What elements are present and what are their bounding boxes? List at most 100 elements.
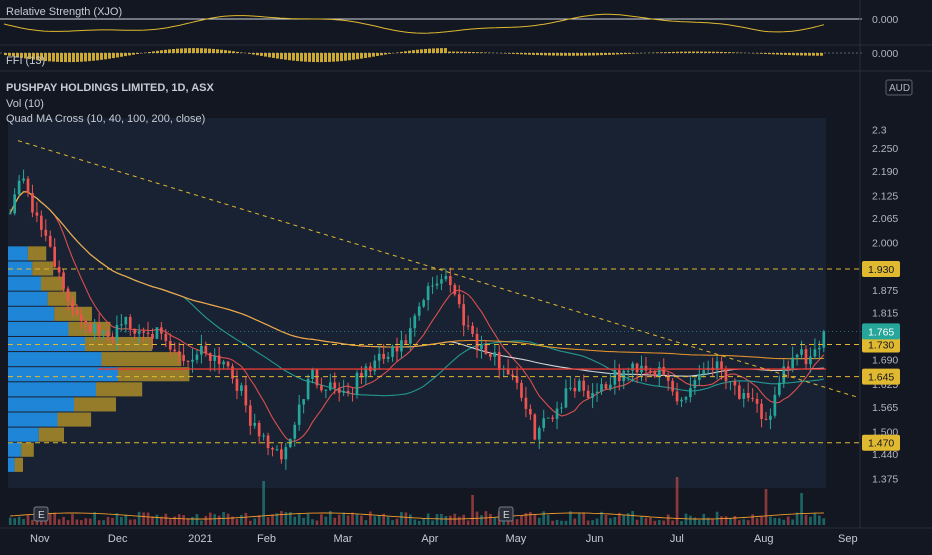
volume-average-line (10, 513, 824, 519)
candle (262, 435, 265, 436)
candle (769, 416, 772, 420)
ffi-bar (804, 53, 807, 56)
candle (645, 366, 648, 371)
volume-profile-bar (8, 397, 74, 411)
ffi-bar (176, 49, 179, 53)
ffi-bar (524, 53, 527, 55)
candle (409, 328, 412, 344)
candle (422, 300, 425, 306)
candle (569, 388, 572, 389)
volume-bar (440, 514, 443, 525)
volume-bar (734, 516, 737, 525)
candle (400, 340, 403, 351)
candle (40, 216, 43, 230)
candle (178, 351, 181, 355)
y-tick-label: 1.375 (872, 474, 898, 486)
ffi-bar (712, 52, 715, 53)
ffi-bar (260, 53, 263, 56)
candle (671, 381, 674, 392)
ffi-bar (600, 53, 603, 55)
ffi-bar (464, 52, 467, 53)
volume-bar (320, 514, 323, 525)
candle (778, 383, 781, 395)
candle (636, 364, 639, 373)
ffi-bar (104, 53, 107, 59)
candle (351, 393, 354, 394)
rs-value: 0.000 (872, 14, 898, 26)
candle (436, 284, 439, 286)
volume-bar (765, 489, 768, 525)
volume-profile-bar (8, 443, 21, 457)
ffi-bar (628, 53, 631, 54)
candle (36, 213, 39, 216)
ffi-bar (340, 53, 343, 61)
ffi-bar (252, 53, 255, 55)
candle (138, 332, 141, 334)
ffi-bar (180, 48, 183, 53)
volume-bar (142, 512, 145, 525)
volume-bar (542, 511, 545, 525)
candle (591, 393, 594, 398)
volume-bar (253, 518, 256, 525)
ffi-bar (388, 53, 391, 54)
volume-bar (293, 517, 296, 525)
candle (329, 382, 332, 389)
ffi-label[interactable]: FFI (13) (6, 55, 45, 67)
volume-profile-bar (8, 428, 39, 442)
volume-bar (267, 517, 270, 525)
volume-profile-bar (8, 352, 102, 366)
ffi-bar (360, 53, 363, 59)
ffi-bar (520, 53, 523, 54)
volume-bar (204, 516, 207, 525)
relative-strength-label[interactable]: Relative Strength (XJO) (6, 6, 122, 18)
vol-label[interactable]: Vol (10) (6, 98, 44, 110)
candle (378, 354, 381, 361)
volume-bar (133, 519, 136, 525)
volume-profile-bar (8, 322, 69, 336)
candle (565, 388, 568, 407)
candle (622, 371, 625, 381)
volume-bar (805, 515, 808, 525)
candle (116, 325, 119, 340)
volume-bar (13, 518, 16, 525)
ffi-bar (684, 52, 687, 53)
volume-bar (76, 519, 79, 525)
volume-bar (325, 517, 328, 525)
ffi-bar (148, 52, 151, 53)
volume-bar (373, 516, 376, 525)
volume-profile-bar (8, 458, 15, 472)
volume-bar (342, 513, 345, 525)
volume-bar (547, 515, 550, 525)
ffi-bar (416, 50, 419, 53)
volume-bar (631, 511, 634, 525)
y-tick-label: 2.250 (872, 143, 898, 155)
ffi-bar (564, 53, 567, 56)
ffi-bar (220, 50, 223, 53)
ffi-bar (88, 53, 91, 61)
ma-label[interactable]: Quad MA Cross (10, 40, 100, 200, close) (6, 113, 205, 125)
symbol-title[interactable]: PUSHPAY HOLDINGS LIMITED, 1D, ASX (6, 82, 214, 94)
volume-bar (565, 521, 568, 525)
volume-bar (658, 520, 661, 525)
volume-bar (680, 521, 683, 525)
candle (547, 418, 550, 419)
candle (311, 370, 314, 379)
volume-profile-bar (8, 246, 28, 260)
candle (485, 345, 488, 354)
ffi-bar (816, 53, 819, 56)
price-level-label: 1.730 (868, 340, 894, 352)
candle (196, 355, 199, 360)
ffi-bar (548, 53, 551, 55)
volume-profile-bar (8, 382, 96, 396)
candle (147, 333, 150, 334)
candle (222, 362, 225, 365)
volume-profile-bar (39, 428, 64, 442)
y-tick-label: 1.440 (872, 449, 898, 461)
volume-bar (129, 520, 132, 525)
ffi-bar (724, 52, 727, 53)
ffi-bar (376, 53, 379, 56)
ffi-bar (672, 52, 675, 53)
volume-bar (769, 517, 772, 525)
ffi-bar (168, 49, 171, 53)
